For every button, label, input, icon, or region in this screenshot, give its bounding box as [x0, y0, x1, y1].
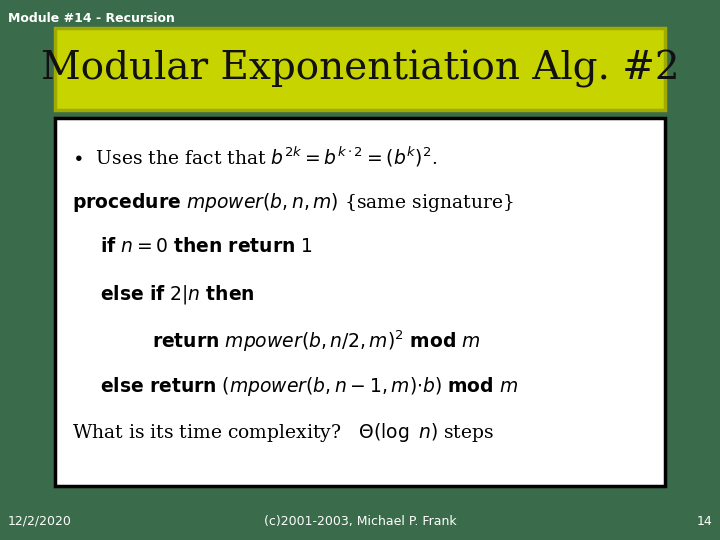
Text: Modular Exponentiation Alg. #2: Modular Exponentiation Alg. #2: [41, 50, 679, 88]
Text: $\mathbf{if}$ $\mathit{n}{=}0$ $\mathbf{then\ return}$ $1$: $\mathbf{if}$ $\mathit{n}{=}0$ $\mathbf{…: [100, 237, 312, 256]
Bar: [55, 28, 665, 110]
Text: $\mathbf{else\ if}$ $2|\mathit{n}$ $\mathbf{then}$: $\mathbf{else\ if}$ $2|\mathit{n}$ $\mat…: [100, 283, 255, 306]
Bar: [55, 118, 665, 486]
Text: Module #14 - Recursion: Module #14 - Recursion: [8, 12, 175, 25]
Text: (c)2001-2003, Michael P. Frank: (c)2001-2003, Michael P. Frank: [264, 515, 456, 528]
Text: $\mathbf{else\ return}$ $(\mathit{mpower(b,n-1,m)}{\cdot}\mathit{b})$ $\mathbf{m: $\mathbf{else\ return}$ $(\mathit{mpower…: [100, 375, 518, 398]
Text: What is its time complexity?   $\Theta(\log\ \mathit{n})$ steps: What is its time complexity? $\Theta(\lo…: [72, 421, 494, 444]
Text: $\bullet$  Uses the fact that $b^{2k} = b^{k\cdot 2} = (b^k)^2$.: $\bullet$ Uses the fact that $b^{2k} = b…: [72, 145, 437, 169]
Text: 12/2/2020: 12/2/2020: [8, 515, 72, 528]
Text: $\mathbf{return}$ $\mathit{mpower(b,n/2,m)}^2$ $\mathbf{mod}$ $\mathit{m}$: $\mathbf{return}$ $\mathit{mpower(b,n/2,…: [152, 329, 480, 354]
Text: $\mathbf{procedure}$ $\mathit{mpower(b,n,m)}$ {same signature}: $\mathbf{procedure}$ $\mathit{mpower(b,n…: [72, 191, 514, 214]
Text: 14: 14: [696, 515, 712, 528]
